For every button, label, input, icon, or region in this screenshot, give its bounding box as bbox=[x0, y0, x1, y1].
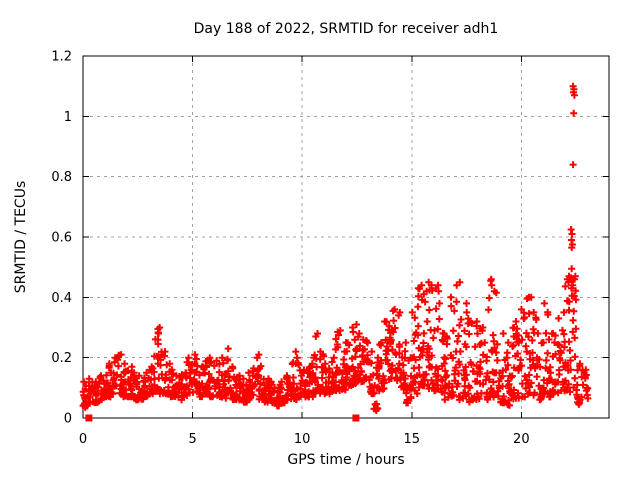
x-tick-labels: 0 5 10 15 20 bbox=[79, 432, 530, 447]
y-axis-title: SRMTID / TECUs bbox=[13, 180, 29, 294]
chart-title: Day 188 of 2022, SRMTID for receiver adh… bbox=[193, 21, 499, 37]
x-tick-label: 15 bbox=[403, 432, 420, 447]
x-tick-label: 20 bbox=[513, 432, 530, 447]
scatter-points bbox=[79, 82, 592, 414]
x-tick-label: 0 bbox=[79, 432, 87, 447]
y-tick-label: 0.4 bbox=[51, 291, 72, 306]
y-tick-label: 0 bbox=[64, 412, 72, 427]
zero-square-marker bbox=[85, 414, 93, 422]
y-tick-label: 0.6 bbox=[51, 231, 72, 246]
x-tick-label: 10 bbox=[294, 432, 311, 447]
zero-square-marker bbox=[352, 414, 360, 422]
y-tick-label: 0.2 bbox=[51, 351, 72, 366]
y-tick-label: 0.8 bbox=[51, 170, 72, 185]
y-tick-label: 1.2 bbox=[51, 50, 72, 65]
y-tick-labels: 0 0.2 0.4 0.6 0.8 1 1.2 bbox=[51, 50, 72, 427]
x-tick-label: 5 bbox=[188, 432, 196, 447]
x-axis-title: GPS time / hours bbox=[287, 452, 405, 468]
y-tick-label: 1 bbox=[64, 110, 72, 125]
